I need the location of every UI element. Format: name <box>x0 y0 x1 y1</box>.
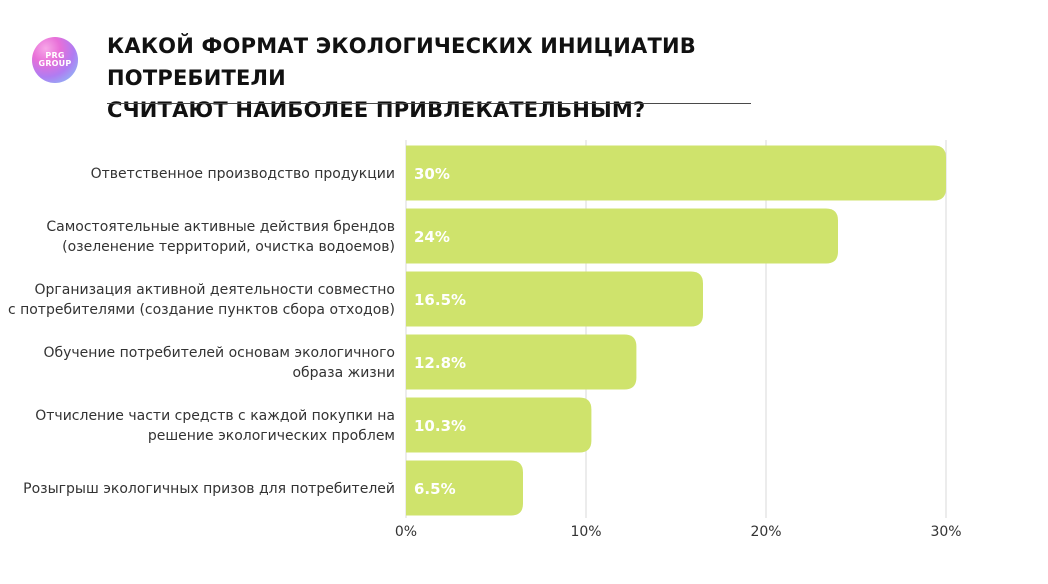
x-tick-label-2: 20% <box>750 524 781 540</box>
category-label-2: Организация активной деятельности совмес… <box>8 282 395 318</box>
category-label-4: Отчисление части средств с каждой покупк… <box>35 408 395 444</box>
category-label-1-line-1: (озеленение территорий, очистка водоемов… <box>62 239 395 255</box>
category-label-4-line-1: решение экологических проблем <box>148 428 395 444</box>
category-label-5: Розыгрыш экологичных призов для потребит… <box>23 481 395 497</box>
bar-3 <box>406 334 637 390</box>
category-label-1-line-0: Самостоятельные активные действия брендо… <box>46 219 395 235</box>
title-line-1: КАКОЙ ФОРМАТ ЭКОЛОГИЧЕСКИХ ИНИЦИАТИВ ПОТ… <box>107 34 696 90</box>
logo-text-line2: GROUP <box>38 59 72 68</box>
category-label-3: Обучение потребителей основам экологично… <box>43 345 395 381</box>
prg-group-logo: PRG GROUP <box>32 37 78 83</box>
bar-4 <box>406 397 592 453</box>
value-label-1: 24% <box>414 228 450 246</box>
title-line-2: СЧИТАЮТ НАИБОЛЕЕ ПРИВЛЕКАТЕЛЬНЫМ? <box>107 98 646 122</box>
category-label-5-line-0: Розыгрыш экологичных призов для потребит… <box>23 481 395 497</box>
category-label-1: Самостоятельные активные действия брендо… <box>46 219 395 255</box>
value-label-4: 10.3% <box>414 417 466 435</box>
category-label-3-line-0: Обучение потребителей основам экологично… <box>43 345 395 361</box>
x-tick-label-1: 10% <box>570 524 601 540</box>
category-label-3-line-1: образа жизни <box>292 365 395 381</box>
logo-text-line1: PRG <box>45 51 65 60</box>
page-title: КАКОЙ ФОРМАТ ЭКОЛОГИЧЕСКИХ ИНИЦИАТИВ ПОТ… <box>107 30 867 126</box>
category-label-4-line-0: Отчисление части средств с каждой покупк… <box>35 408 395 424</box>
value-label-2: 16.5% <box>414 291 466 309</box>
category-label-2-line-0: Организация активной деятельности совмес… <box>35 282 396 298</box>
category-label-0: Ответственное производство продукции <box>91 166 395 182</box>
bar-2 <box>406 271 703 327</box>
value-label-5: 6.5% <box>414 480 456 498</box>
title-divider <box>107 103 751 104</box>
bar-5 <box>406 460 523 516</box>
value-label-0: 30% <box>414 165 450 183</box>
bar-1 <box>406 208 838 264</box>
bar-0 <box>406 145 946 201</box>
category-label-2-line-1: с потребителями (создание пунктов сбора … <box>8 302 395 318</box>
category-label-0-line-0: Ответственное производство продукции <box>91 166 395 182</box>
x-tick-label-3: 30% <box>930 524 961 540</box>
x-tick-label-0: 0% <box>395 524 417 540</box>
value-label-3: 12.8% <box>414 354 466 372</box>
